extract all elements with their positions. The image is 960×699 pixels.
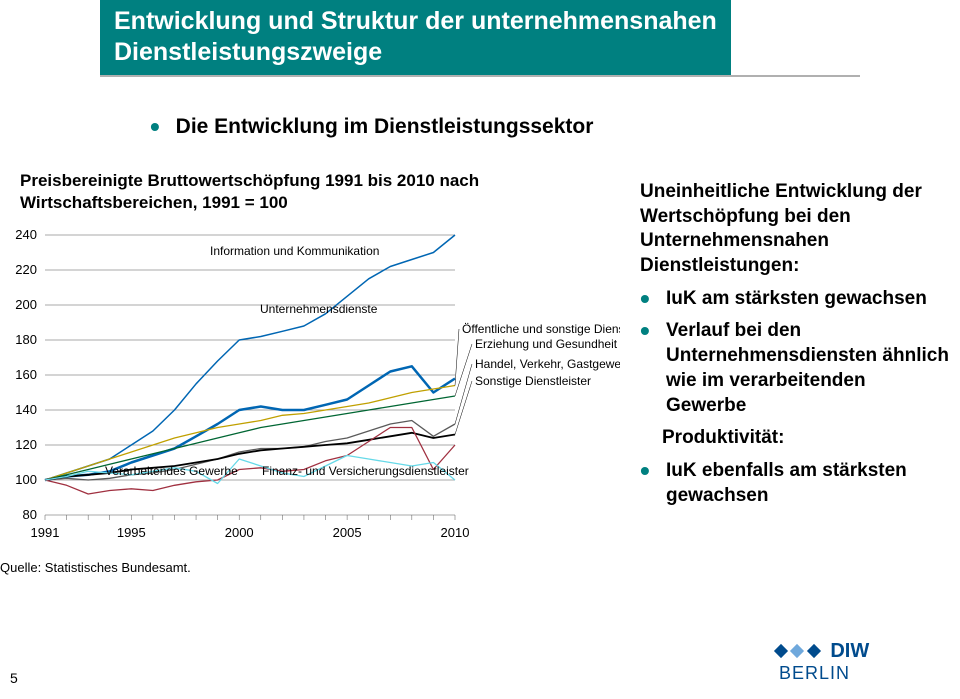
svg-text:Sonstige Dienstleister: Sonstige Dienstleister xyxy=(475,374,591,388)
svg-text:1995: 1995 xyxy=(117,525,146,540)
source-text: Quelle: Statistisches Bundesamt. xyxy=(0,560,191,575)
logo-diw: DIW xyxy=(830,640,869,662)
svg-text:Handel, Verkehr, Gastgewerbe: Handel, Verkehr, Gastgewerbe xyxy=(475,357,620,371)
svg-text:2000: 2000 xyxy=(225,525,254,540)
svg-text:200: 200 xyxy=(15,297,37,312)
svg-text:Finanz- und Versicherungsdiens: Finanz- und Versicherungsdienstleister xyxy=(262,464,469,478)
logo-berlin: BERLIN xyxy=(779,663,850,683)
right-bullet-2: Verlauf bei den Unternehmensdiensten ähn… xyxy=(640,319,950,418)
rhombus-icon xyxy=(807,644,821,658)
svg-text:180: 180 xyxy=(15,332,37,347)
svg-text:120: 120 xyxy=(15,437,37,452)
subtitle-text: Die Entwicklung im Dienstleistungssektor xyxy=(176,115,594,138)
svg-text:100: 100 xyxy=(15,472,37,487)
svg-text:160: 160 xyxy=(15,367,37,382)
line-chart: 80 100 120 140 160 180 200 220 240 1991 1995 2000 20… xyxy=(0,225,620,555)
svg-text:Unternehmensdienste: Unternehmensdienste xyxy=(260,302,378,316)
right-text-block: Uneinheitliche Entwicklung der Wertschöp… xyxy=(640,180,950,516)
title-band: Entwicklung und Struktur der unternehmen… xyxy=(100,0,860,77)
chart-wrap: Preisbereinigte Bruttowertschöpfung 1991… xyxy=(0,170,630,650)
title-line-2: Dienstleistungszweige xyxy=(114,38,382,66)
bullet-icon: • xyxy=(150,111,160,142)
svg-text:220: 220 xyxy=(15,262,37,277)
page-title: Entwicklung und Struktur der unternehmen… xyxy=(100,0,731,75)
chart-heading-l2: Wirtschaftsbereichen, 1991 = 100 xyxy=(20,193,288,212)
svg-text:1991: 1991 xyxy=(31,525,60,540)
subtitle-row: • Die Entwicklung im Dienstleistungssekt… xyxy=(150,115,593,139)
svg-text:140: 140 xyxy=(15,402,37,417)
right-prod: Produktivität: xyxy=(662,426,950,451)
svg-text:Verarbeitendes Gewerbe: Verarbeitendes Gewerbe xyxy=(105,464,238,478)
rhombus-icon xyxy=(790,644,804,658)
svg-text:80: 80 xyxy=(23,507,37,522)
svg-text:Erziehung und Gesundheit: Erziehung und Gesundheit xyxy=(475,337,618,351)
svg-text:Information und Kommunikation: Information und Kommunikation xyxy=(210,244,379,258)
page-number: 5 xyxy=(10,670,18,686)
right-bullet-1: IuK am stärksten gewachsen xyxy=(640,287,950,312)
svg-text:2010: 2010 xyxy=(441,525,470,540)
svg-text:Öffentliche und sonstige Diens: Öffentliche und sonstige Dienstleister xyxy=(462,322,620,336)
rhombus-icon xyxy=(774,644,788,658)
svg-text:2005: 2005 xyxy=(333,525,362,540)
right-intro: Uneinheitliche Entwicklung der Wertschöp… xyxy=(640,180,950,279)
chart-heading-l1: Preisbereinigte Bruttowertschöpfung 1991… xyxy=(20,171,479,190)
diw-logo: DIW BERLIN xyxy=(775,640,945,685)
chart-heading: Preisbereinigte Bruttowertschöpfung 1991… xyxy=(20,170,580,214)
svg-text:240: 240 xyxy=(15,227,37,242)
title-line-1: Entwicklung und Struktur der unternehmen… xyxy=(114,7,717,35)
right-bullet-3: IuK ebenfalls am stärksten gewachsen xyxy=(640,459,950,508)
